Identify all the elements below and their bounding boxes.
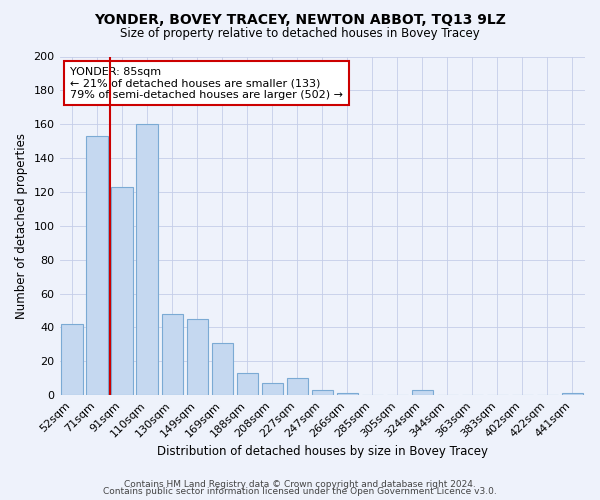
Y-axis label: Number of detached properties: Number of detached properties (15, 133, 28, 319)
Bar (161, 314, 183, 395)
Bar (337, 394, 358, 395)
Bar (61, 324, 83, 395)
Text: YONDER, BOVEY TRACEY, NEWTON ABBOT, TQ13 9LZ: YONDER, BOVEY TRACEY, NEWTON ABBOT, TQ13… (94, 12, 506, 26)
Text: Contains HM Land Registry data © Crown copyright and database right 2024.: Contains HM Land Registry data © Crown c… (124, 480, 476, 489)
Bar (412, 390, 433, 395)
Bar (112, 187, 133, 395)
Bar (136, 124, 158, 395)
Bar (311, 390, 333, 395)
Bar (262, 384, 283, 395)
Text: YONDER: 85sqm
← 21% of detached houses are smaller (133)
79% of semi-detached ho: YONDER: 85sqm ← 21% of detached houses a… (70, 66, 343, 100)
Text: Contains public sector information licensed under the Open Government Licence v3: Contains public sector information licen… (103, 487, 497, 496)
Bar (287, 378, 308, 395)
Bar (212, 342, 233, 395)
Bar (187, 319, 208, 395)
Bar (562, 394, 583, 395)
Text: Size of property relative to detached houses in Bovey Tracey: Size of property relative to detached ho… (120, 28, 480, 40)
X-axis label: Distribution of detached houses by size in Bovey Tracey: Distribution of detached houses by size … (157, 444, 488, 458)
Bar (236, 373, 258, 395)
Bar (86, 136, 108, 395)
